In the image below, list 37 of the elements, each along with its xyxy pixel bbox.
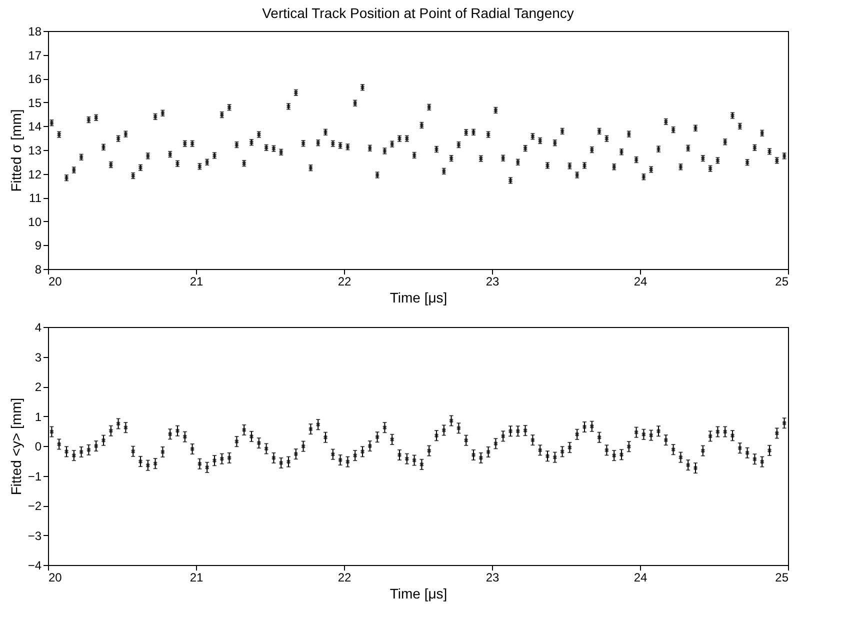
y-tick-label: 9 bbox=[34, 238, 42, 253]
x-tick-label: 20 bbox=[48, 570, 62, 584]
y-tick-label: −3 bbox=[28, 528, 42, 543]
x-tick-label: 21 bbox=[190, 570, 204, 584]
y-tick-label: 10 bbox=[28, 214, 42, 229]
y-tick-label: 1 bbox=[34, 410, 42, 424]
x-axis-title: Time [μs] bbox=[390, 586, 448, 602]
y-tick-label: 16 bbox=[28, 72, 42, 86]
y-axis-title: Fitted <y> [mm] bbox=[8, 398, 24, 496]
x-tick-label: 22 bbox=[338, 274, 352, 288]
x-tick-label: 25 bbox=[775, 570, 789, 584]
y-tick-label: 4 bbox=[34, 320, 42, 334]
x-tick-label: 20 bbox=[48, 274, 62, 288]
y-tick-label: 17 bbox=[28, 48, 42, 62]
x-tick-label: 24 bbox=[634, 570, 648, 584]
x-tick-label: 21 bbox=[190, 274, 204, 288]
x-tick-label: 23 bbox=[486, 570, 500, 584]
y-axis-title: Fitted σ [mm] bbox=[8, 109, 24, 192]
x-tick-label: 23 bbox=[486, 274, 500, 288]
y-tick-label: 2 bbox=[34, 380, 42, 394]
y-tick-label: 3 bbox=[34, 350, 42, 364]
y-tick-label: 13 bbox=[28, 144, 42, 158]
x-axis-title: Time [μs] bbox=[390, 290, 448, 306]
x-tick-label: 25 bbox=[775, 274, 789, 288]
y-tick-label: 12 bbox=[28, 167, 42, 182]
y-tick-label: −2 bbox=[28, 499, 42, 513]
x-tick-label: 24 bbox=[634, 274, 648, 288]
y-tick-label: −4 bbox=[28, 558, 42, 572]
y-tick-label: 11 bbox=[29, 191, 42, 206]
y-tick-label: 18 bbox=[28, 24, 42, 38]
y-tick-label: −1 bbox=[28, 469, 42, 484]
y-tick-label: 15 bbox=[28, 96, 42, 110]
chart-title: Vertical Track Position at Point of Radial Tangency bbox=[262, 5, 574, 21]
y-tick-label: 8 bbox=[34, 262, 42, 276]
y-tick-label: 0 bbox=[34, 440, 42, 454]
x-tick-label: 22 bbox=[338, 570, 352, 584]
y-tick-label: 14 bbox=[28, 120, 42, 134]
